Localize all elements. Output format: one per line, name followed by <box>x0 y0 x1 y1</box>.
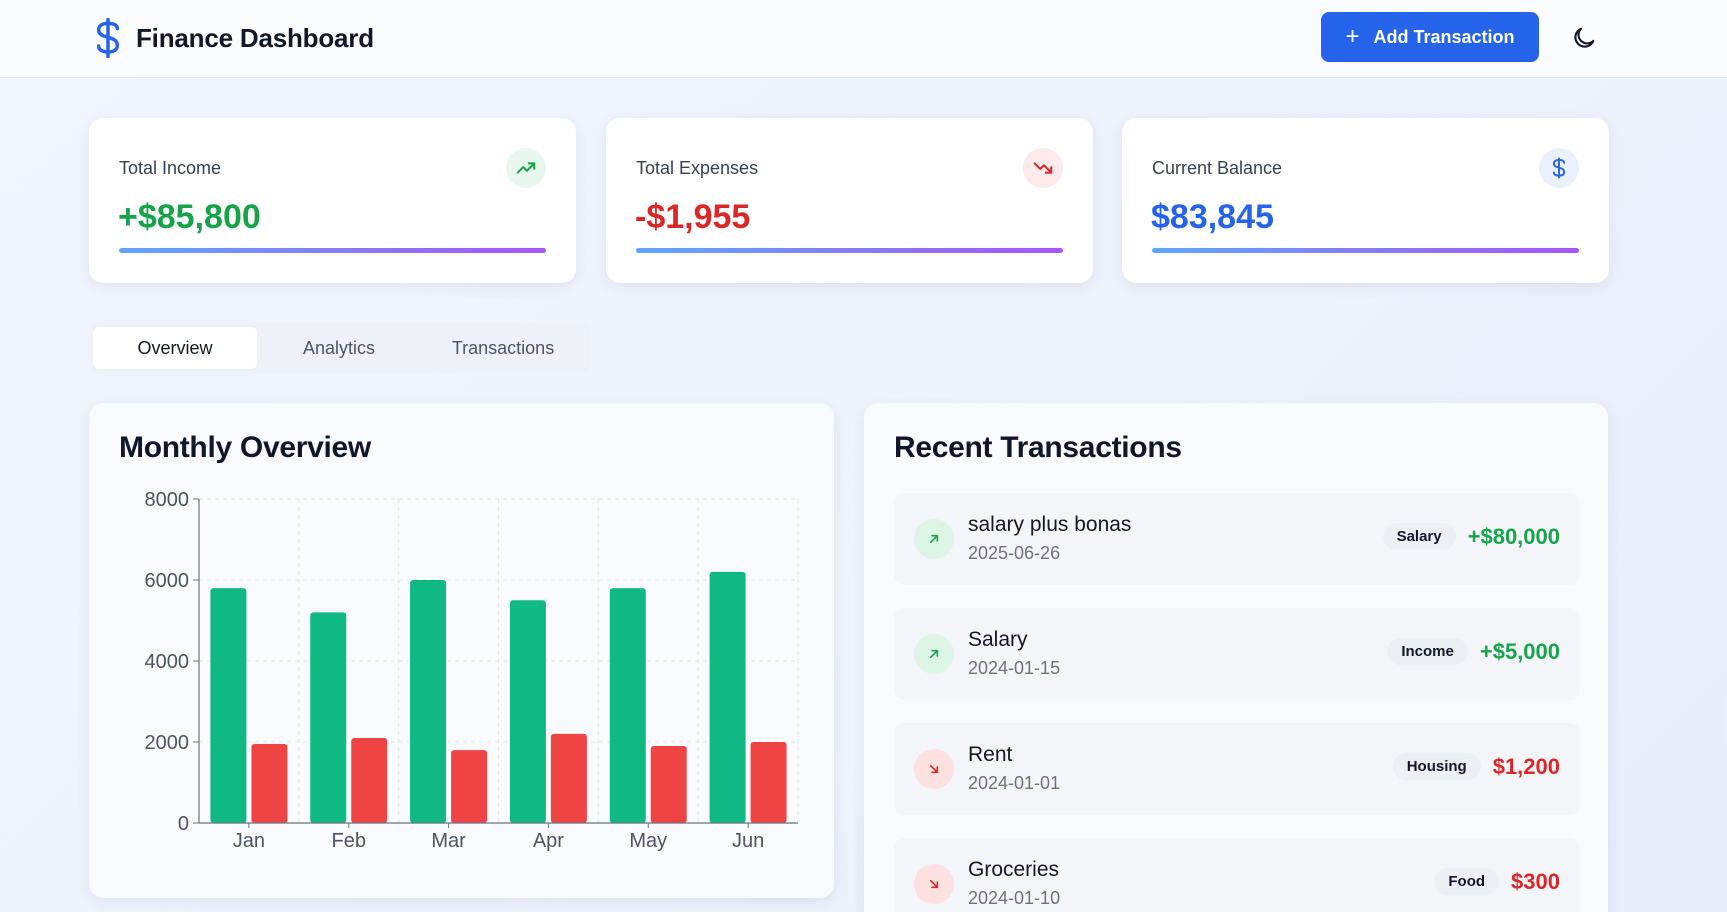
y-tick-label: 8000 <box>145 489 190 511</box>
add-transaction-button[interactable]: + Add Transaction <box>1321 12 1539 62</box>
bar <box>210 588 247 823</box>
transaction-amount: +$80,000 <box>1467 523 1560 549</box>
transaction-meta: Food $300 <box>1434 868 1560 895</box>
monthly-overview-panel: Monthly Overview Jan Feb Mar Apr May Jun 0 2000… <box>89 403 834 898</box>
add-transaction-label: Add Transaction <box>1373 26 1515 47</box>
x-tick-label: Jun <box>732 830 764 852</box>
stat-value: $83,845 <box>1151 198 1274 236</box>
tab-transactions[interactable]: Transactions <box>451 337 555 358</box>
recent-transactions-panel: Recent Transactions salary plus bonas 20… <box>864 403 1608 912</box>
bar <box>550 733 587 823</box>
stat-label: Total Expenses <box>636 158 759 178</box>
transaction-row[interactable]: salary plus bonas 2025-06-26 Salary +$80… <box>894 493 1580 585</box>
transaction-row[interactable]: Rent 2024-01-01 Housing $1,200 <box>894 723 1580 815</box>
stat-value: -$1,955 <box>635 198 751 236</box>
transaction-date: 2024-01-10 <box>968 888 1061 908</box>
transaction-amount: $300 <box>1511 868 1560 894</box>
bar <box>410 580 447 823</box>
bar <box>351 737 388 823</box>
transaction-name: Salary <box>968 628 1028 651</box>
bar <box>310 612 347 823</box>
transaction-name: Rent <box>968 743 1013 766</box>
stat-gradient-bar <box>1152 248 1579 253</box>
category-badge: Housing <box>1392 753 1481 780</box>
transaction-amount: +$5,000 <box>1479 638 1560 664</box>
category-badge: Income <box>1387 638 1468 665</box>
y-tick-label: 2000 <box>145 732 190 754</box>
transaction-date: 2024-01-01 <box>968 773 1061 793</box>
bar <box>451 750 488 823</box>
trending-up-icon <box>506 148 546 188</box>
transaction-date: 2024-01-15 <box>968 658 1061 678</box>
bar <box>609 588 646 823</box>
y-tick-label: 6000 <box>145 570 190 592</box>
y-tick-label: 4000 <box>145 651 190 673</box>
bar <box>509 600 546 823</box>
x-tick-label: Apr <box>533 830 564 852</box>
transaction-row[interactable]: Groceries 2024-01-10 Food $300 <box>894 838 1580 912</box>
transaction-meta: Income +$5,000 <box>1387 638 1560 665</box>
category-badge: Food <box>1434 868 1500 895</box>
bar <box>650 746 687 823</box>
total-expenses-card: Total Expenses -$1,955 <box>606 118 1093 283</box>
view-tabs: Overview Analytics Transactions <box>89 323 589 373</box>
tab-overview[interactable]: Overview <box>93 327 257 369</box>
category-badge: Salary <box>1382 523 1456 550</box>
panel-title: Monthly Overview <box>119 431 371 464</box>
bar <box>709 571 746 823</box>
stat-gradient-bar <box>636 248 1063 253</box>
app-title: Finance Dashboard <box>136 22 374 53</box>
x-tick-label: Feb <box>332 830 366 852</box>
bar <box>750 742 787 823</box>
y-tick-label: 0 <box>178 813 189 835</box>
total-income-card: Total Income +$85,800 <box>89 118 576 283</box>
arrow-down-right-icon <box>914 864 954 904</box>
dollar-icon <box>1539 148 1579 188</box>
transaction-date: 2025-06-26 <box>968 543 1061 563</box>
trending-down-icon <box>1023 148 1063 188</box>
transaction-meta: Housing $1,200 <box>1392 753 1560 780</box>
x-tick-label: Mar <box>431 830 466 852</box>
monthly-bar-chart: Jan Feb Mar Apr May Jun 0 2000 4000 6000 8000 <box>145 489 799 852</box>
tab-analytics[interactable]: Analytics <box>302 337 376 358</box>
x-tick-label: May <box>629 830 667 852</box>
top-header: Finance Dashboard + Add Transaction <box>0 0 1727 78</box>
transaction-name: salary plus bonas <box>968 513 1132 536</box>
stat-gradient-bar <box>119 248 546 253</box>
stat-label: Current Balance <box>1152 158 1283 178</box>
brand: Finance Dashboard <box>92 18 374 58</box>
arrow-up-right-icon <box>914 519 954 559</box>
arrow-down-right-icon <box>914 749 954 789</box>
transaction-amount: $1,200 <box>1492 753 1560 779</box>
bar <box>251 744 288 823</box>
plus-icon: + <box>1345 23 1360 50</box>
x-tick-label: Jan <box>233 830 265 852</box>
transaction-meta: Salary +$80,000 <box>1382 523 1560 550</box>
current-balance-card: Current Balance $83,845 <box>1122 118 1609 283</box>
transaction-name: Groceries <box>968 858 1060 881</box>
stat-value: +$85,800 <box>118 198 261 236</box>
panel-title: Recent Transactions <box>894 431 1182 464</box>
stat-label: Total Income <box>119 158 222 178</box>
transaction-row[interactable]: Salary 2024-01-15 Income +$5,000 <box>894 608 1580 700</box>
arrow-up-right-icon <box>914 634 954 674</box>
dollar-logo-icon <box>96 18 120 58</box>
moon-icon[interactable] <box>1570 24 1598 52</box>
